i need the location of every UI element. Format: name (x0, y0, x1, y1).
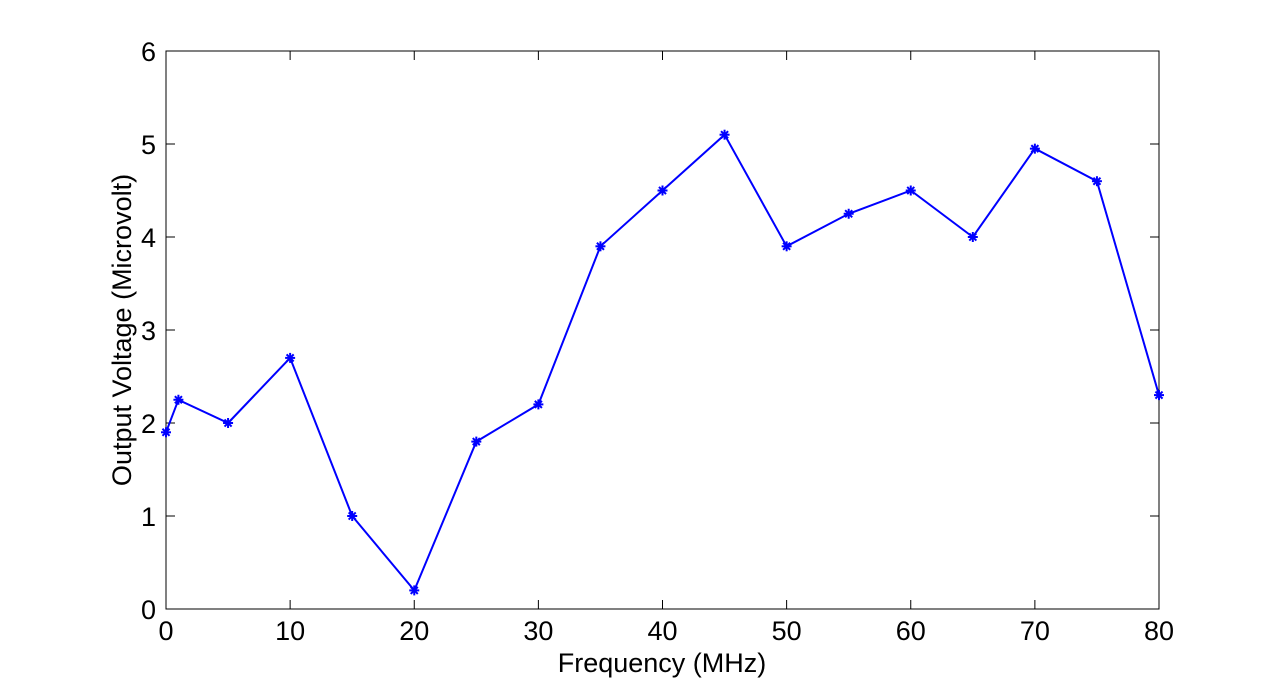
data-point (161, 427, 171, 438)
y-tick-label-4: 4 (141, 223, 156, 253)
data-point (657, 185, 668, 196)
y-tick-label-5: 5 (141, 130, 156, 160)
data-point (1154, 390, 1164, 401)
x-tick-label-7: 70 (1020, 616, 1050, 646)
x-tick-label-8: 80 (1144, 616, 1174, 646)
y-tick-label-6: 6 (141, 37, 156, 67)
x-axis-label: Frequency (MHz) (558, 648, 767, 678)
data-point (905, 185, 916, 196)
data-point (471, 436, 482, 447)
data-point (409, 585, 420, 596)
data-series (161, 129, 1164, 596)
data-point (285, 352, 296, 363)
data-point (719, 129, 730, 140)
x-tick-label-0: 0 (158, 616, 173, 646)
x-tick-label-4: 40 (647, 616, 677, 646)
data-point (967, 232, 978, 242)
x-tick-label-6: 60 (896, 616, 926, 646)
x-tick-label-1: 10 (275, 616, 305, 646)
data-point (843, 208, 854, 219)
data-point (173, 394, 184, 405)
plot-area (165, 50, 1160, 610)
axis-ticks (165, 50, 1160, 610)
y-tick-label-2: 2 (141, 409, 156, 439)
y-tick-label-0: 0 (141, 595, 156, 625)
x-tick-label-5: 50 (772, 616, 802, 646)
x-tick-label-3: 30 (523, 616, 553, 646)
tick-labels: 0 10 20 30 40 50 60 70 80 0 1 2 3 4 5 6 (141, 37, 1174, 646)
y-axis-label: Output Voltage (Microvolt) (107, 174, 137, 486)
series-line-0 (165, 133, 1160, 593)
data-point (347, 511, 358, 521)
data-point (1091, 176, 1102, 187)
data-point (781, 241, 792, 252)
y-tick-label-3: 3 (141, 316, 156, 346)
data-point (1029, 143, 1040, 154)
data-point (533, 399, 544, 410)
data-point (595, 241, 606, 252)
data-point (223, 418, 234, 428)
x-tick-label-2: 20 (399, 616, 429, 646)
y-tick-label-1: 1 (141, 502, 156, 532)
